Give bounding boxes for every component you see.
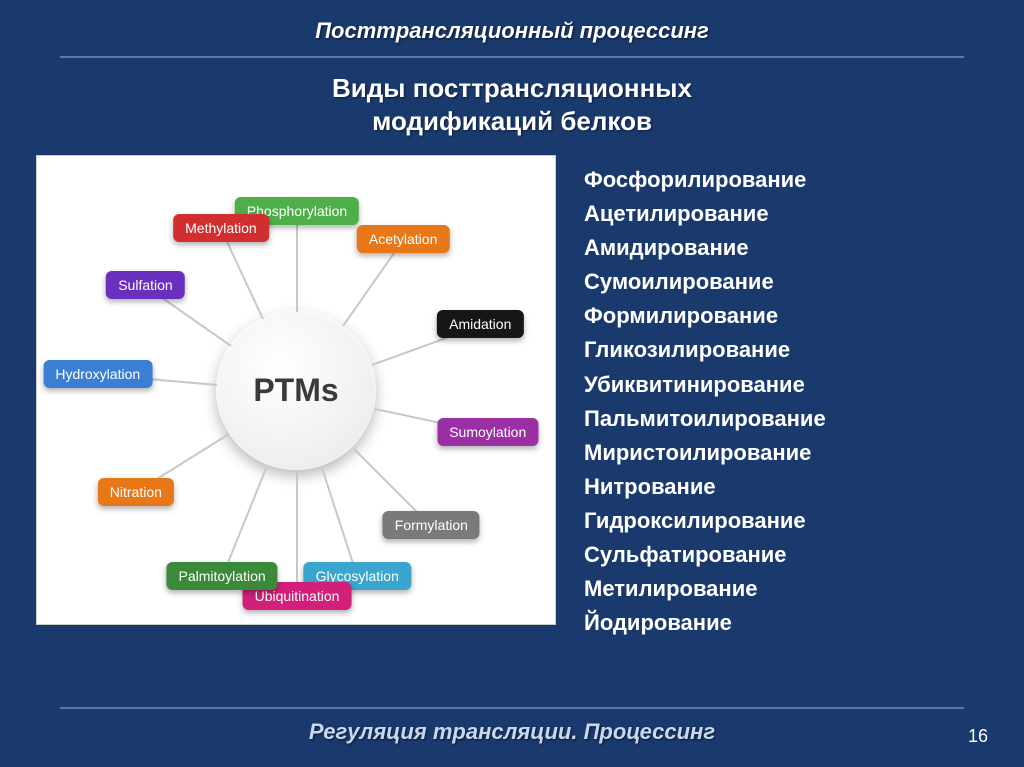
list-item: Метилирование xyxy=(584,572,996,606)
list-item: Йодирование xyxy=(584,606,996,640)
list-item: Миристоилирование xyxy=(584,436,996,470)
header-rule xyxy=(60,56,964,58)
subtitle-line1: Виды посттрансляционных xyxy=(332,73,692,103)
content-row: PTMs PhosphorylationAcetylationAmidation… xyxy=(0,155,1024,640)
slide: Посттрансляционный процессинг Виды постт… xyxy=(0,0,1024,767)
header-title: Посттрансляционный процессинг xyxy=(0,0,1024,44)
ptm-node: Palmitoylation xyxy=(167,562,278,590)
list-item: Сумоилирование xyxy=(584,265,996,299)
ptm-node: Methylation xyxy=(173,214,269,242)
ptm-node: Nitration xyxy=(98,478,174,506)
list-item: Формилирование xyxy=(584,299,996,333)
diagram-hub: PTMs xyxy=(216,310,376,470)
ptm-node: Hydroxylation xyxy=(43,360,152,388)
ptm-node: Formylation xyxy=(383,511,480,539)
list-item: Нитрование xyxy=(584,470,996,504)
list-item: Амидирование xyxy=(584,231,996,265)
modification-list: ФосфорилированиеАцетилированиеАмидирован… xyxy=(584,155,996,640)
list-item: Гликозилирование xyxy=(584,333,996,367)
page-number: 16 xyxy=(968,726,988,747)
list-item: Пальмитоилирование xyxy=(584,402,996,436)
list-item: Гидроксилирование xyxy=(584,504,996,538)
subtitle: Виды посттрансляционных модификаций белк… xyxy=(0,72,1024,137)
footer-title: Регуляция трансляции. Процессинг xyxy=(0,719,1024,745)
ptm-node: Sumoylation xyxy=(437,418,538,446)
list-item: Фосфорилирование xyxy=(584,163,996,197)
list-item: Ацетилирование xyxy=(584,197,996,231)
list-item: Убиквитинирование xyxy=(584,368,996,402)
footer-rule xyxy=(60,707,964,709)
ptm-diagram: PTMs PhosphorylationAcetylationAmidation… xyxy=(36,155,556,625)
subtitle-line2: модификаций белков xyxy=(372,106,652,136)
list-item: Сульфатирование xyxy=(584,538,996,572)
ptm-node: Sulfation xyxy=(106,271,184,299)
ptm-node: Acetylation xyxy=(357,225,449,253)
ptm-node: Amidation xyxy=(437,310,523,338)
footer: Регуляция трансляции. Процессинг xyxy=(0,707,1024,745)
